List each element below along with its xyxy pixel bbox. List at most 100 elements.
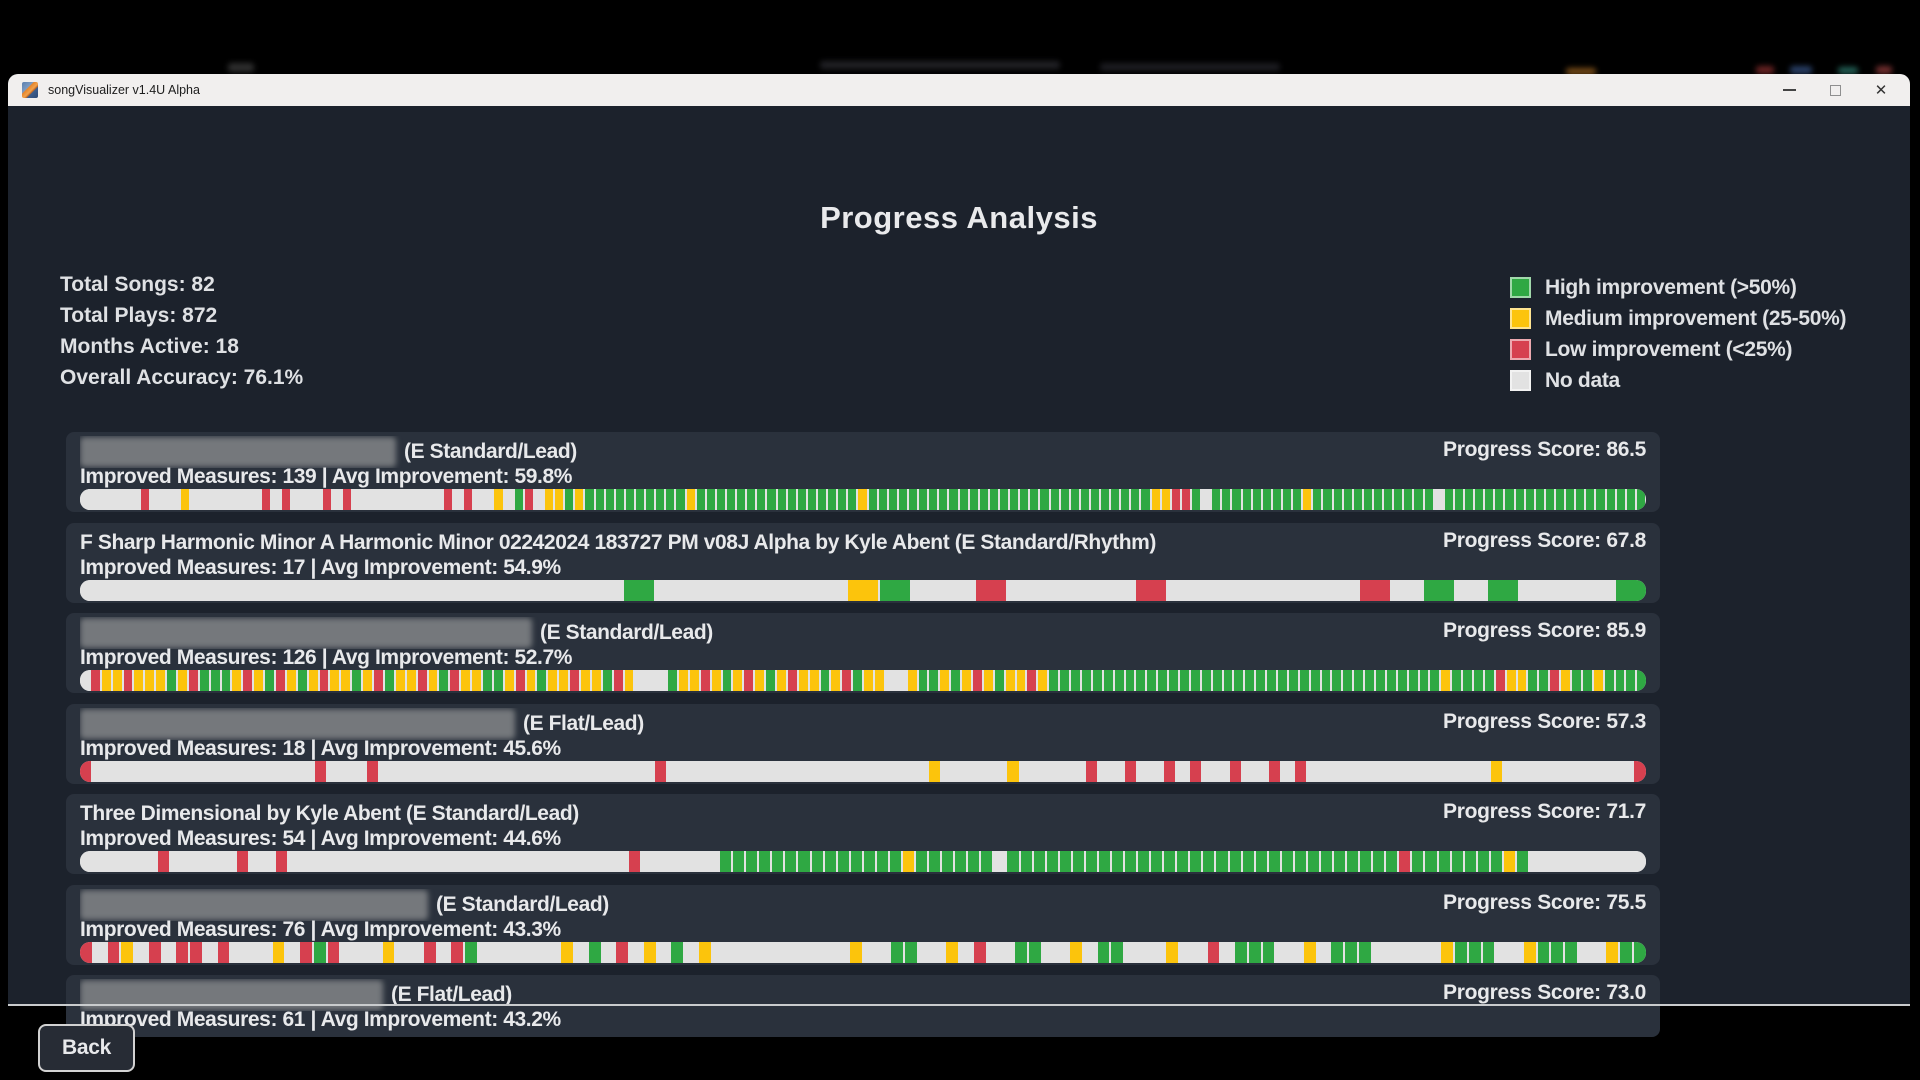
- window-controls: ✕: [1766, 74, 1904, 106]
- bar-segment: [231, 942, 245, 963]
- bar-segment: [848, 489, 859, 510]
- page-title: Progress Analysis: [820, 200, 1098, 235]
- bar-segment: [130, 489, 141, 510]
- bar-segment: [1046, 851, 1060, 872]
- bar-segment: [1455, 942, 1469, 963]
- bar-segment: [1317, 942, 1332, 963]
- bar-segment: [106, 851, 120, 872]
- bar-segment: [506, 942, 520, 963]
- bar-segment: [1072, 580, 1104, 601]
- bar-segment: [524, 489, 535, 510]
- bar-segment: [419, 851, 433, 872]
- desktop-glimpse-smudge: [1790, 66, 1812, 74]
- bar-segment: [150, 489, 161, 510]
- bar-segment: [93, 761, 107, 782]
- back-button[interactable]: Back: [38, 1024, 135, 1072]
- bar-segment: [752, 580, 784, 601]
- bar-segment: [249, 851, 263, 872]
- bar-segment: [822, 942, 837, 963]
- bar-segment: [1262, 489, 1273, 510]
- bar-segment: [443, 489, 455, 510]
- bar-segment: [797, 489, 808, 510]
- bar-segment: [545, 489, 556, 510]
- bar-segment: [112, 580, 144, 601]
- bar-segment: [191, 489, 202, 510]
- progress-score: Progress Score: 85.9: [1443, 619, 1646, 642]
- bar-segment: [968, 761, 982, 782]
- bar-segment: [576, 851, 590, 872]
- bar-segment: [428, 670, 440, 691]
- bar-segment: [766, 670, 777, 691]
- bar-segment: [875, 670, 886, 691]
- song-row: Three Dimensional by Kyle Abent (E Stand…: [66, 794, 1660, 874]
- bar-segment: [733, 761, 747, 782]
- bar-segment: [1576, 489, 1587, 510]
- bar-segment: [1360, 761, 1374, 782]
- bar-segment: [706, 489, 717, 510]
- bar-segment: [1503, 761, 1517, 782]
- bar-segment: [484, 489, 495, 510]
- bar-segment: [850, 851, 864, 872]
- bar-segment: [548, 670, 560, 691]
- bar-segment: [1179, 670, 1191, 691]
- bar-segment: [1615, 670, 1627, 691]
- song-title: (E Flat/Lead): [80, 979, 1430, 1011]
- legend-swatch: [1510, 308, 1531, 329]
- bar-segment: [973, 670, 984, 691]
- legend-row: Low improvement (<25%): [1510, 334, 1846, 365]
- bar-segment: [824, 851, 838, 872]
- bar-segment: [380, 851, 394, 872]
- bar-segment: [492, 942, 507, 963]
- bar-segment: [1059, 851, 1073, 872]
- bar-segment: [1515, 489, 1526, 510]
- bar-segment: [1399, 851, 1413, 872]
- bar-segment: [1572, 670, 1583, 691]
- bar-segment: [240, 580, 272, 601]
- bar-segment: [140, 489, 151, 510]
- bar-segment: [1328, 580, 1360, 601]
- bar-segment: [929, 761, 943, 782]
- bar-segment: [90, 489, 101, 510]
- bar-segment: [969, 489, 980, 510]
- bar-segment: [1545, 489, 1556, 510]
- bar-segment: [1496, 942, 1510, 963]
- redacted-title-blur: [80, 618, 532, 648]
- bar-segment: [1040, 580, 1072, 601]
- bar-segment: [1169, 670, 1180, 691]
- stat-months-active: Months Active: 18: [60, 335, 239, 358]
- bar-segment: [929, 489, 940, 510]
- bar-segment: [393, 761, 407, 782]
- bar-segment: [120, 489, 131, 510]
- bar-segment: [918, 942, 933, 963]
- maximize-button[interactable]: [1812, 74, 1858, 106]
- bar-segment: [400, 580, 432, 601]
- bar-segment: [1256, 670, 1268, 691]
- bar-segment: [156, 670, 168, 691]
- bar-segment: [1152, 942, 1167, 963]
- bar-segment: [1595, 761, 1609, 782]
- redacted-title-blur: [80, 437, 396, 467]
- bar-segment: [759, 761, 773, 782]
- bar-segment: [1569, 761, 1583, 782]
- bar-segment: [628, 851, 642, 872]
- bar-segment: [484, 761, 498, 782]
- bar-segment: [1248, 942, 1263, 963]
- bar-segment: [190, 942, 204, 963]
- bar-segment: [1543, 761, 1557, 782]
- bar-segment: [395, 670, 407, 691]
- bar-segment: [1394, 489, 1405, 510]
- close-button[interactable]: ✕: [1858, 74, 1904, 106]
- bar-segment: [1177, 851, 1191, 872]
- bar-segment: [1111, 851, 1125, 872]
- minimize-button[interactable]: [1766, 74, 1812, 106]
- bar-segment: [464, 489, 475, 510]
- bar-segment: [511, 761, 525, 782]
- bar-segment: [1320, 851, 1334, 872]
- song-row: (E Standard/Lead) Progress Score: 86.5 I…: [66, 432, 1660, 512]
- bar-segment: [1010, 489, 1021, 510]
- bar-segment: [1151, 489, 1162, 510]
- bar-segment: [951, 670, 963, 691]
- bar-segment: [231, 489, 242, 510]
- bar-segment: [1412, 761, 1426, 782]
- window-titlebar[interactable]: songVisualizer v1.4U Alpha ✕: [8, 74, 1910, 106]
